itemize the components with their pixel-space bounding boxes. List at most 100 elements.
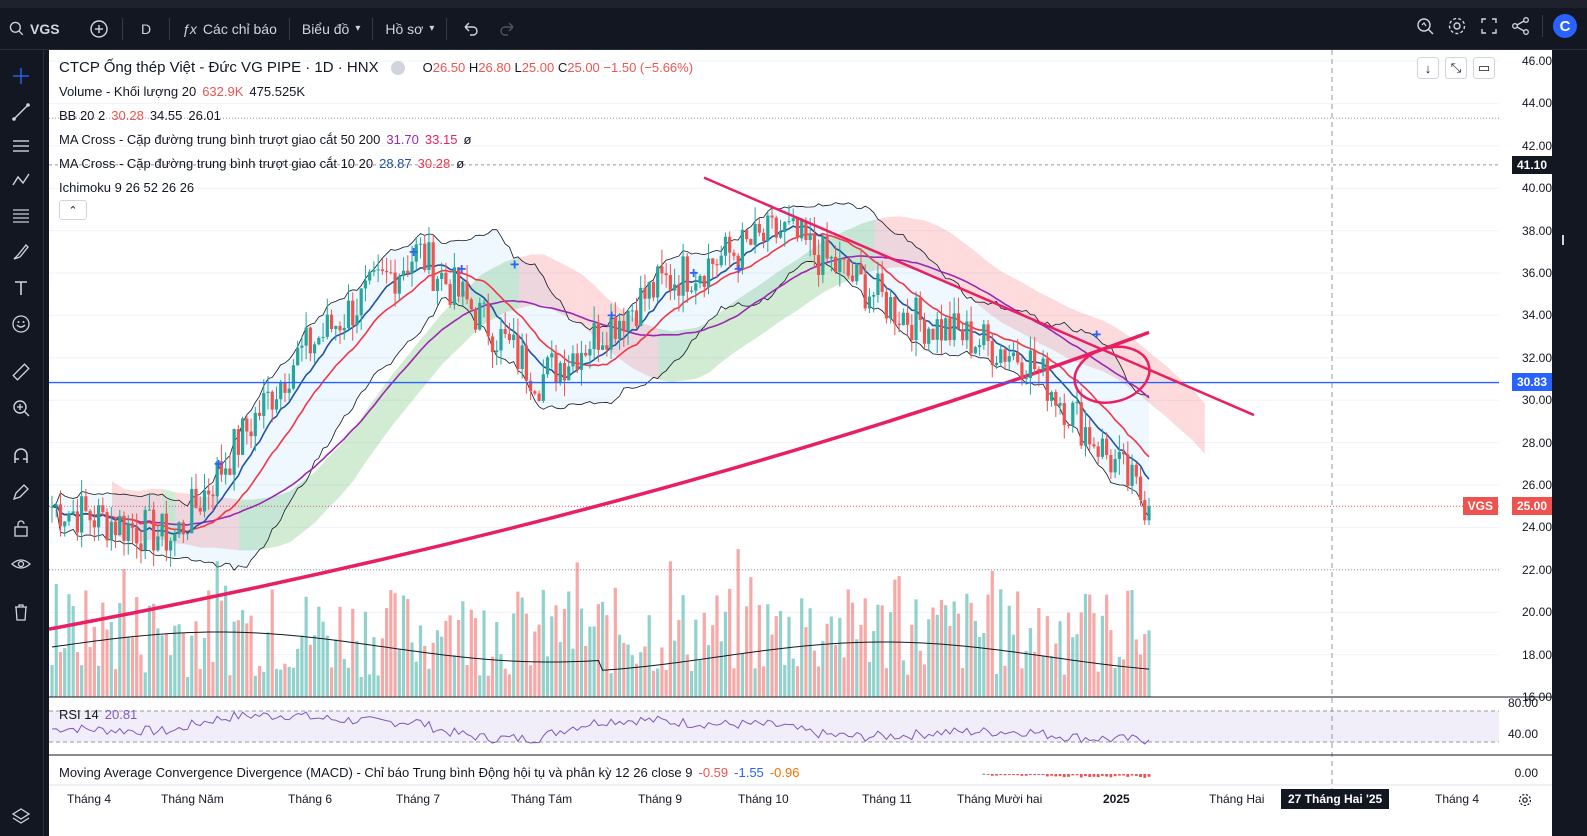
- fullscreen-icon[interactable]: [1478, 15, 1500, 37]
- volume-bar: [575, 562, 579, 697]
- collapse-button[interactable]: ⤡: [1445, 57, 1467, 79]
- volume-bar: [385, 608, 389, 697]
- volume-bar: [880, 605, 884, 697]
- brush-tool[interactable]: [7, 238, 35, 266]
- lines-tool[interactable]: [7, 132, 35, 160]
- volume-bar: [346, 667, 351, 697]
- indicators-button[interactable]: ƒx Các chỉ báo: [174, 14, 285, 44]
- legend-volume-row[interactable]: Volume - Khối lượng 20 632.9K 475.525K: [59, 84, 305, 99]
- volume-bar: [452, 655, 456, 697]
- horizontal-lines-icon: [13, 140, 29, 152]
- macd-histogram-bar: [1113, 774, 1117, 777]
- symbol-search[interactable]: VGS: [0, 14, 80, 44]
- candle-body: [745, 229, 749, 240]
- volume-bar: [185, 676, 190, 697]
- cloud-segment: [251, 498, 265, 551]
- profile-button[interactable]: Hồ sơ ▾: [377, 14, 442, 44]
- volume-bar: [71, 605, 75, 697]
- price-axis[interactable]: 46.00 44.00 42.00 40.00 38.00 36.00 34.00 32.00…: [1499, 50, 1552, 704]
- legend-ichimoku-row[interactable]: Ichimoku 9 26 52 26 26: [59, 180, 194, 195]
- cloud-segment: [366, 393, 379, 462]
- low-value: 25.00: [521, 60, 555, 75]
- trendline-tool[interactable]: [7, 98, 35, 126]
- ma20-value: 30.28: [417, 156, 451, 171]
- text-tool[interactable]: [7, 274, 35, 302]
- candle-body: [668, 275, 672, 291]
- candle-body: [160, 513, 164, 537]
- volume-bar: [313, 635, 317, 697]
- candle-body: [207, 490, 211, 495]
- volume-bar: [596, 604, 600, 697]
- macd-signal-value: -0.96: [769, 765, 800, 780]
- fib-icon: [13, 209, 29, 223]
- emoji-tool[interactable]: [7, 310, 35, 338]
- time-tick: Tháng Tám: [511, 792, 573, 806]
- legend-ma-cross-50-200-row[interactable]: MA Cross - Cặp đường trung bình trượt gi…: [59, 132, 471, 147]
- candle-body: [656, 266, 660, 298]
- compare-button[interactable]: [80, 14, 118, 44]
- drawing-mode-tool[interactable]: [7, 478, 35, 506]
- brand-logo[interactable]: C: [1553, 14, 1577, 38]
- pattern-tool[interactable]: [7, 166, 35, 194]
- bb-upper-value: 34.55: [149, 108, 183, 123]
- price-tick: 46.00: [1521, 54, 1552, 68]
- magnet-tool[interactable]: [7, 442, 35, 470]
- cloud-segment: [544, 254, 557, 312]
- volume-bar: [160, 635, 164, 697]
- candle-body: [1121, 452, 1126, 455]
- candle-body: [541, 374, 545, 401]
- scroll-down-button[interactable]: ↓: [1417, 57, 1439, 79]
- price-tick: 34.00: [1521, 308, 1552, 323]
- remove-tool[interactable]: [7, 598, 35, 626]
- rsi-legend[interactable]: RSI 14 20.81: [59, 707, 137, 722]
- volume-bar: [503, 668, 507, 697]
- legend-ma-cross-10-20-row[interactable]: MA Cross - Cặp đường trung bình trượt gi…: [59, 156, 464, 171]
- visibility-tool[interactable]: [7, 550, 35, 578]
- chart-pane[interactable]: + + + + + + + + CTCP Ống thép Việt - Đức VG PIP…: [49, 50, 1552, 836]
- cross-marker-icon: +: [409, 244, 418, 261]
- macd-legend[interactable]: Moving Average Convergence Divergence (M…: [59, 765, 799, 780]
- volume-bar: [211, 661, 215, 697]
- chart-type-button[interactable]: Biểu đồ ▾: [294, 14, 369, 44]
- redo-button[interactable]: [489, 14, 527, 44]
- volume-bar: [1054, 643, 1058, 697]
- candle-body: [626, 310, 630, 332]
- cloud-segment: [404, 344, 417, 411]
- price-tick: 26.00: [1521, 478, 1552, 492]
- undo-button[interactable]: [451, 14, 489, 44]
- high-label: H: [468, 60, 479, 75]
- eye-toggle[interactable]: [390, 60, 405, 75]
- candle-body: [257, 412, 262, 416]
- quick-search-icon[interactable]: [1414, 15, 1436, 37]
- ruler-tool[interactable]: [7, 358, 35, 386]
- collapse-legend-button[interactable]: ⌃: [59, 200, 87, 220]
- lock-tool[interactable]: [7, 514, 35, 542]
- fib-tool[interactable]: [7, 202, 35, 230]
- price-chart-svg[interactable]: + + + + + + + +: [49, 50, 1552, 836]
- volume-bar: [63, 648, 67, 697]
- candle-body: [71, 511, 75, 514]
- macd-histogram-bar: [1012, 774, 1015, 775]
- share-icon[interactable]: [1510, 15, 1532, 37]
- macd-histogram-bar: [986, 774, 990, 775]
- volume-bar: [495, 622, 499, 697]
- object-tree-tool[interactable]: [7, 802, 35, 830]
- zoom-tool[interactable]: [7, 394, 35, 422]
- sidebar-handle-icon[interactable]: [1562, 235, 1570, 245]
- volume-bar: [194, 621, 198, 697]
- candle-body: [63, 521, 67, 527]
- gear-icon[interactable]: [1446, 15, 1468, 37]
- candle-body: [1079, 402, 1083, 446]
- volume-bar: [317, 606, 321, 697]
- candle-body: [842, 258, 846, 260]
- cloud-segment: [556, 260, 570, 319]
- time-axis-settings-button[interactable]: [1515, 790, 1535, 810]
- crosshair-tool[interactable]: [7, 62, 35, 90]
- volume-bar: [164, 633, 168, 697]
- toolbar-right-group: C: [1414, 14, 1577, 38]
- volume-bar: [804, 627, 808, 697]
- legend-bb-row[interactable]: BB 20 2 30.28 34.55 26.01: [59, 108, 221, 123]
- maximize-button[interactable]: ▭: [1473, 57, 1495, 79]
- interval-button[interactable]: D: [141, 20, 152, 37]
- candle-body: [948, 318, 952, 341]
